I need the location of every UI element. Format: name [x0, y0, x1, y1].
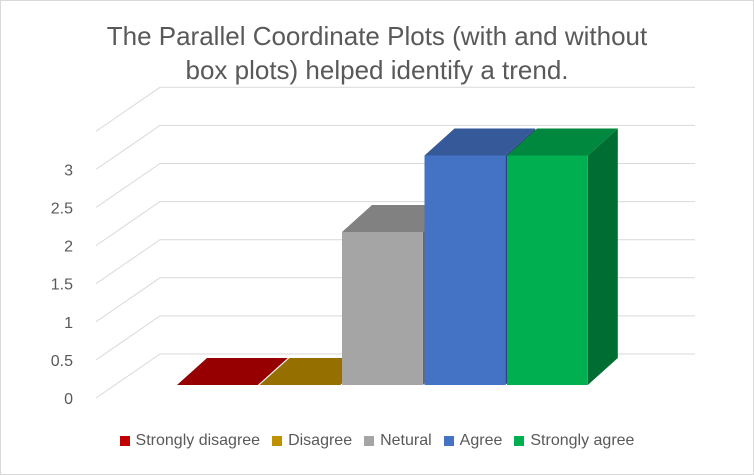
legend-item-4: Strongly agree	[514, 432, 634, 450]
legend-label-4: Strongly agree	[530, 432, 635, 449]
y-tick-label-0: 0	[64, 391, 73, 408]
legend-label-3: Agree	[459, 432, 503, 449]
y-tick-label-5: 2.5	[51, 201, 73, 218]
gridline-6	[95, 124, 695, 170]
y-tick-label-1: 0.5	[51, 353, 73, 370]
legend-swatch-0	[119, 436, 130, 446]
y-tick-label-4: 2	[64, 239, 73, 256]
legend-label-2: Netural	[380, 432, 432, 449]
legend-swatch-4	[514, 436, 525, 446]
y-tick-label-2: 1	[64, 315, 73, 332]
y-tick-label-6: 3	[64, 162, 73, 179]
bar-top-4	[507, 128, 618, 156]
chart-legend: Strongly disagree Disagree Netural Agree Str…	[1, 432, 753, 450]
legend-item-1: Disagree	[272, 432, 352, 450]
bar-top-0	[177, 358, 288, 385]
legend-swatch-1	[272, 436, 283, 446]
bar-front-3	[424, 155, 506, 385]
bar-front-4	[507, 155, 588, 385]
chart-title: The Parallel Coordinate Plots (with and …	[1, 19, 753, 87]
bar-top-3	[424, 128, 536, 156]
legend-item-3: Agree	[443, 432, 503, 450]
legend-item-2: Netural	[364, 432, 432, 450]
legend-item-0: Strongly disagree	[119, 432, 261, 450]
legend-swatch-2	[364, 436, 375, 446]
legend-label-0: Strongly disagree	[135, 432, 261, 449]
bar-4	[507, 128, 618, 385]
bar-side-4	[587, 128, 618, 385]
bar-front-2	[342, 232, 423, 385]
legend-label-1: Disagree	[288, 432, 353, 449]
gridline-top	[95, 86, 695, 132]
chart-title-line-2: box plots) helped identify a trend.	[185, 55, 569, 85]
legend-swatch-3	[443, 436, 454, 446]
chart-title-line-1: The Parallel Coordinate Plots (with and …	[106, 21, 648, 51]
y-tick-label-3: 1.5	[51, 277, 73, 294]
bar-0	[177, 358, 288, 385]
